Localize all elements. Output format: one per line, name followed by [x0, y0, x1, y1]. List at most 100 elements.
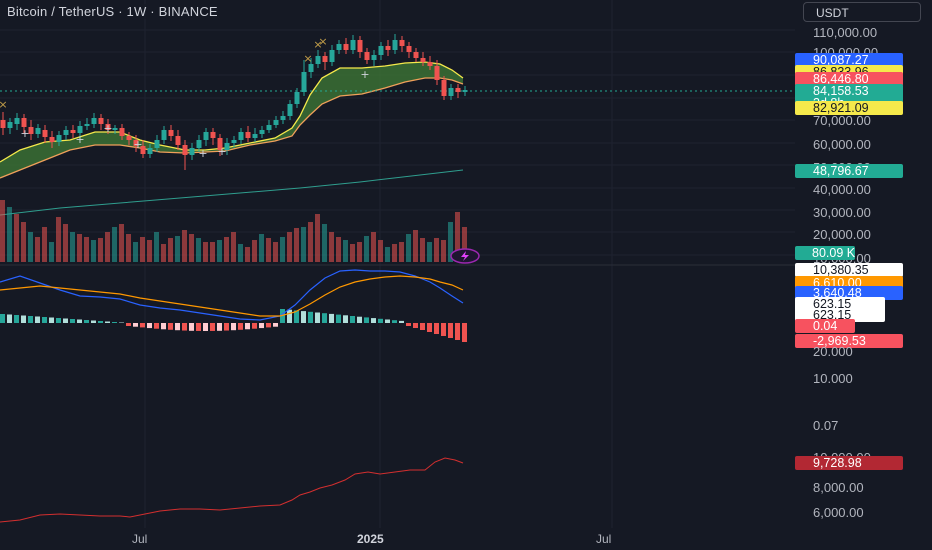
- histogram-bar: [126, 323, 131, 326]
- candle-body: [329, 50, 335, 62]
- candle-body: [434, 66, 440, 80]
- candle-body: [259, 130, 265, 134]
- candle-body: [182, 145, 188, 155]
- volume-bar: [273, 242, 278, 262]
- histogram-bar: [28, 316, 33, 323]
- small-pane-label: 0.07: [813, 418, 839, 433]
- volume-bar: [357, 242, 362, 262]
- candle-body: [364, 52, 370, 60]
- volume-bar: [385, 247, 390, 262]
- small-pane-label: 20.000: [813, 344, 853, 359]
- volume-bar: [399, 242, 404, 262]
- volume-bar: [329, 232, 334, 262]
- histogram-bar: [455, 323, 460, 340]
- volume-bar: [210, 242, 215, 262]
- volume-bar: [182, 230, 187, 262]
- volume-bar: [196, 238, 201, 262]
- candle-body: [63, 130, 69, 135]
- candle-body: [35, 128, 41, 134]
- candle-body: [301, 72, 307, 92]
- histogram-bar: [168, 323, 173, 330]
- signal-markers: + ++++ ++××××: [0, 35, 370, 160]
- volume-bar: [28, 232, 33, 262]
- histogram-bar: [147, 323, 152, 329]
- candle-body: [49, 137, 55, 142]
- candle-body: [315, 56, 321, 64]
- histogram-bar: [420, 323, 425, 330]
- histogram-bar: [105, 321, 110, 323]
- macd-line: [0, 269, 464, 321]
- candle-body: [161, 130, 167, 140]
- candle-body: [0, 120, 6, 128]
- histogram-bar: [308, 311, 313, 323]
- candle-body: [175, 136, 181, 145]
- histogram-bar: [273, 323, 278, 327]
- histogram-bar: [133, 323, 138, 327]
- volume-bar: [434, 238, 439, 262]
- volume-bar: [413, 230, 418, 262]
- volume-bar: [364, 236, 369, 262]
- histogram-bar: [203, 323, 208, 331]
- volume-bar: [343, 240, 348, 262]
- histogram-bar: [77, 319, 82, 323]
- histogram-bar: [294, 310, 299, 323]
- signal-line: [0, 275, 464, 317]
- volume-bar: [350, 244, 355, 262]
- flash-icon[interactable]: [450, 248, 480, 264]
- histogram-bar: [357, 316, 362, 323]
- ma-slow-line: [0, 77, 464, 179]
- candle-body: [413, 52, 419, 58]
- volume-bar: [84, 237, 89, 262]
- time-label-jul-2024: Jul: [132, 532, 148, 546]
- candle-body: [210, 132, 216, 138]
- volume-bar: [126, 234, 131, 262]
- candle-body: [224, 143, 230, 150]
- histogram-bar: [231, 323, 236, 331]
- histogram-bar: [217, 323, 222, 331]
- histogram-bar: [238, 323, 243, 330]
- chart-canvas[interactable]: + ++++ ++××××: [0, 0, 795, 550]
- candle-body: [252, 134, 258, 138]
- cross-marker: ×: [313, 38, 322, 51]
- candle-body: [77, 126, 83, 133]
- price-label: 20,000.00: [813, 227, 871, 242]
- candle-body: [399, 40, 405, 46]
- histogram-bar: [406, 323, 411, 326]
- candle-body: [84, 124, 90, 126]
- volume-bar: [371, 232, 376, 262]
- volume-bar: [245, 247, 250, 262]
- candle-body: [217, 138, 223, 150]
- histogram-bar: [448, 323, 453, 338]
- volume-bar: [105, 232, 110, 262]
- currency-selector[interactable]: USDT: [803, 2, 921, 22]
- volume-bar: [392, 244, 397, 262]
- candle-body: [287, 104, 293, 116]
- bottom-pane-tag: 9,728.98: [795, 456, 903, 470]
- candle-body: [441, 80, 447, 96]
- candle-body: [343, 44, 349, 50]
- chart-area[interactable]: + + + + + + + × × × × Bitcoin / TetherUS · 1W · BI…: [0, 0, 795, 550]
- volume-bar: [21, 222, 26, 262]
- plus-marker: +: [20, 127, 29, 140]
- macd-tag-blue: 3,640.48: [795, 286, 903, 300]
- plus-marker: +: [75, 133, 84, 146]
- histogram-bar: [161, 323, 166, 330]
- time-label-jul-2025: Jul: [596, 532, 612, 546]
- candle-body: [294, 92, 300, 104]
- histogram-bar: [189, 323, 194, 331]
- volume-bar: [56, 217, 61, 262]
- histogram-bar: [462, 323, 467, 342]
- long-ma-tag: 48,796.67: [795, 164, 903, 178]
- candle-body: [245, 132, 251, 138]
- histogram-bar: [441, 323, 446, 336]
- volume-bar: [287, 232, 292, 262]
- candle-body: [14, 118, 20, 124]
- histogram-bar: [154, 323, 159, 329]
- price-label: 110,000.00: [813, 25, 878, 40]
- volume-bar: [98, 238, 103, 262]
- histogram-bar: [14, 315, 19, 323]
- histogram-bar: [98, 321, 103, 323]
- volume-bar: [42, 227, 47, 262]
- histogram-bar: [371, 318, 376, 323]
- histogram-bar: [35, 316, 40, 323]
